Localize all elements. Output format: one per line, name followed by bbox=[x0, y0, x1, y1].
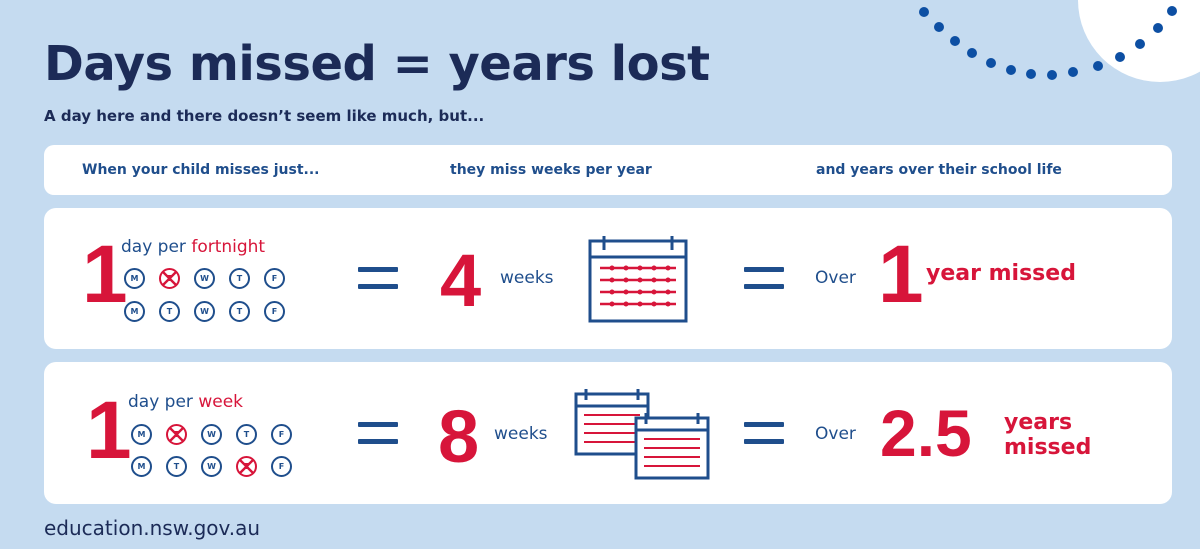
cross-icon bbox=[239, 459, 254, 474]
day-circle: T bbox=[159, 301, 180, 322]
day-circle: F bbox=[264, 268, 285, 289]
day-circle: F bbox=[264, 301, 285, 322]
years-missed-label: year missed bbox=[926, 261, 1076, 286]
weeks-count: 8 bbox=[438, 395, 480, 478]
row-fortnight: 1 day per fortnight M T W T F M T W T F … bbox=[44, 208, 1172, 349]
frequency-highlight: fortnight bbox=[191, 237, 266, 257]
years-missed-line1: years bbox=[1004, 410, 1073, 435]
years-missed-line2: missed bbox=[1004, 435, 1092, 461]
day-circle: F bbox=[271, 456, 292, 477]
day-circle: W bbox=[201, 456, 222, 477]
footer-url: education.nsw.gov.au bbox=[44, 516, 261, 540]
weeks-count: 4 bbox=[440, 239, 482, 322]
weeks-label: weeks bbox=[494, 424, 548, 444]
column-header-years: and years over their school life bbox=[816, 162, 1062, 178]
frequency-label: day per fortnight bbox=[121, 237, 265, 257]
dotted-arc-decoration bbox=[919, 0, 1200, 82]
row-week: 1 day per week M T W T F M T W T F 8 wee… bbox=[44, 362, 1172, 504]
years-count: 1 bbox=[878, 229, 924, 320]
column-header-weeks: they miss weeks per year bbox=[450, 162, 652, 178]
over-label: Over bbox=[815, 424, 856, 444]
frequency-prefix: day per bbox=[121, 237, 192, 257]
calendar-icon bbox=[574, 389, 710, 480]
day-circle: T bbox=[236, 424, 257, 445]
days-count: 1 bbox=[86, 385, 132, 476]
years-missed-label: years missed bbox=[1004, 410, 1091, 461]
page-title: Days missed = years lost bbox=[44, 36, 710, 92]
day-circle-missed: T bbox=[159, 268, 180, 289]
day-circle: W bbox=[194, 301, 215, 322]
day-circle: M bbox=[124, 301, 145, 322]
over-label: Over bbox=[815, 268, 856, 288]
column-header-days: When your child misses just... bbox=[82, 162, 320, 178]
frequency-label: day per week bbox=[128, 392, 243, 412]
cross-icon bbox=[162, 271, 177, 286]
frequency-highlight: week bbox=[198, 392, 243, 412]
day-circle: T bbox=[229, 268, 250, 289]
equals-sign bbox=[744, 267, 784, 289]
day-circle: W bbox=[194, 268, 215, 289]
day-circle: M bbox=[131, 456, 152, 477]
day-circle: T bbox=[166, 456, 187, 477]
weeks-label: weeks bbox=[500, 268, 554, 288]
day-circle-missed: T bbox=[236, 456, 257, 477]
equals-sign bbox=[358, 267, 398, 289]
day-circle: T bbox=[229, 301, 250, 322]
day-circle: M bbox=[124, 268, 145, 289]
equals-sign bbox=[744, 422, 784, 444]
calendar-icon bbox=[588, 236, 688, 323]
equals-sign bbox=[358, 422, 398, 444]
day-circle-missed: T bbox=[166, 424, 187, 445]
years-count: 2.5 bbox=[880, 396, 972, 470]
cross-icon bbox=[169, 427, 184, 442]
day-circle: F bbox=[271, 424, 292, 445]
day-circle: W bbox=[201, 424, 222, 445]
frequency-prefix: day per bbox=[128, 392, 199, 412]
page-subtitle: A day here and there doesn’t seem like m… bbox=[44, 107, 485, 125]
column-header-card: When your child misses just... they miss… bbox=[44, 145, 1172, 195]
day-circle: M bbox=[131, 424, 152, 445]
days-count: 1 bbox=[82, 229, 128, 320]
